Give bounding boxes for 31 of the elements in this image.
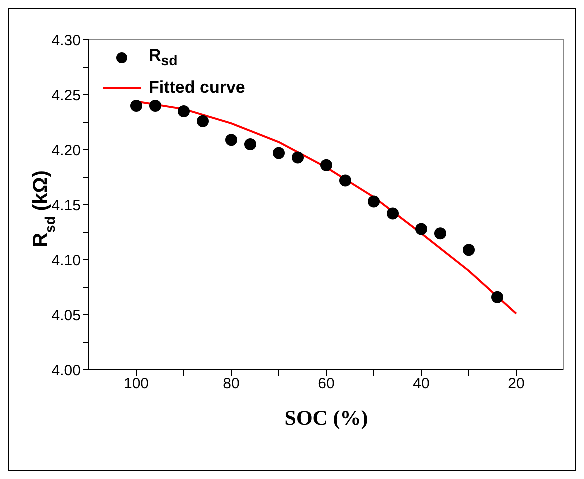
point xyxy=(492,291,504,304)
point xyxy=(368,196,380,208)
x-tick-label: 80 xyxy=(223,376,240,393)
y-tick-label: 4.25 xyxy=(52,87,81,104)
y-tick-label: 4.00 xyxy=(52,362,81,380)
point xyxy=(434,228,446,240)
point xyxy=(273,147,285,160)
legend-label: R$_{sd}$ xyxy=(149,46,178,70)
y-tick-label: 4.05 xyxy=(52,307,81,324)
y-tick-label: 4.10 xyxy=(52,252,81,270)
x-tick-label: 20 xyxy=(508,376,525,393)
point xyxy=(340,174,352,187)
y-tick-label: 4.30 xyxy=(52,32,81,50)
legend-label: Fitted curve xyxy=(149,78,246,98)
point xyxy=(463,244,475,256)
point xyxy=(226,134,238,146)
point xyxy=(416,223,428,236)
x-axis-title: SOC (%) xyxy=(284,406,368,430)
point xyxy=(320,159,332,172)
point xyxy=(150,100,162,112)
x-tick-label: 40 xyxy=(413,376,430,393)
point xyxy=(197,115,209,128)
point xyxy=(292,152,304,164)
y-tick-label: 4.15 xyxy=(52,197,81,214)
point xyxy=(130,100,142,112)
point xyxy=(387,208,399,220)
x-tick-label: 100 xyxy=(124,376,150,393)
y-tick-label: 4.20 xyxy=(52,142,81,160)
point xyxy=(244,138,256,150)
point xyxy=(178,106,190,118)
x-tick-label: 60 xyxy=(318,376,335,393)
